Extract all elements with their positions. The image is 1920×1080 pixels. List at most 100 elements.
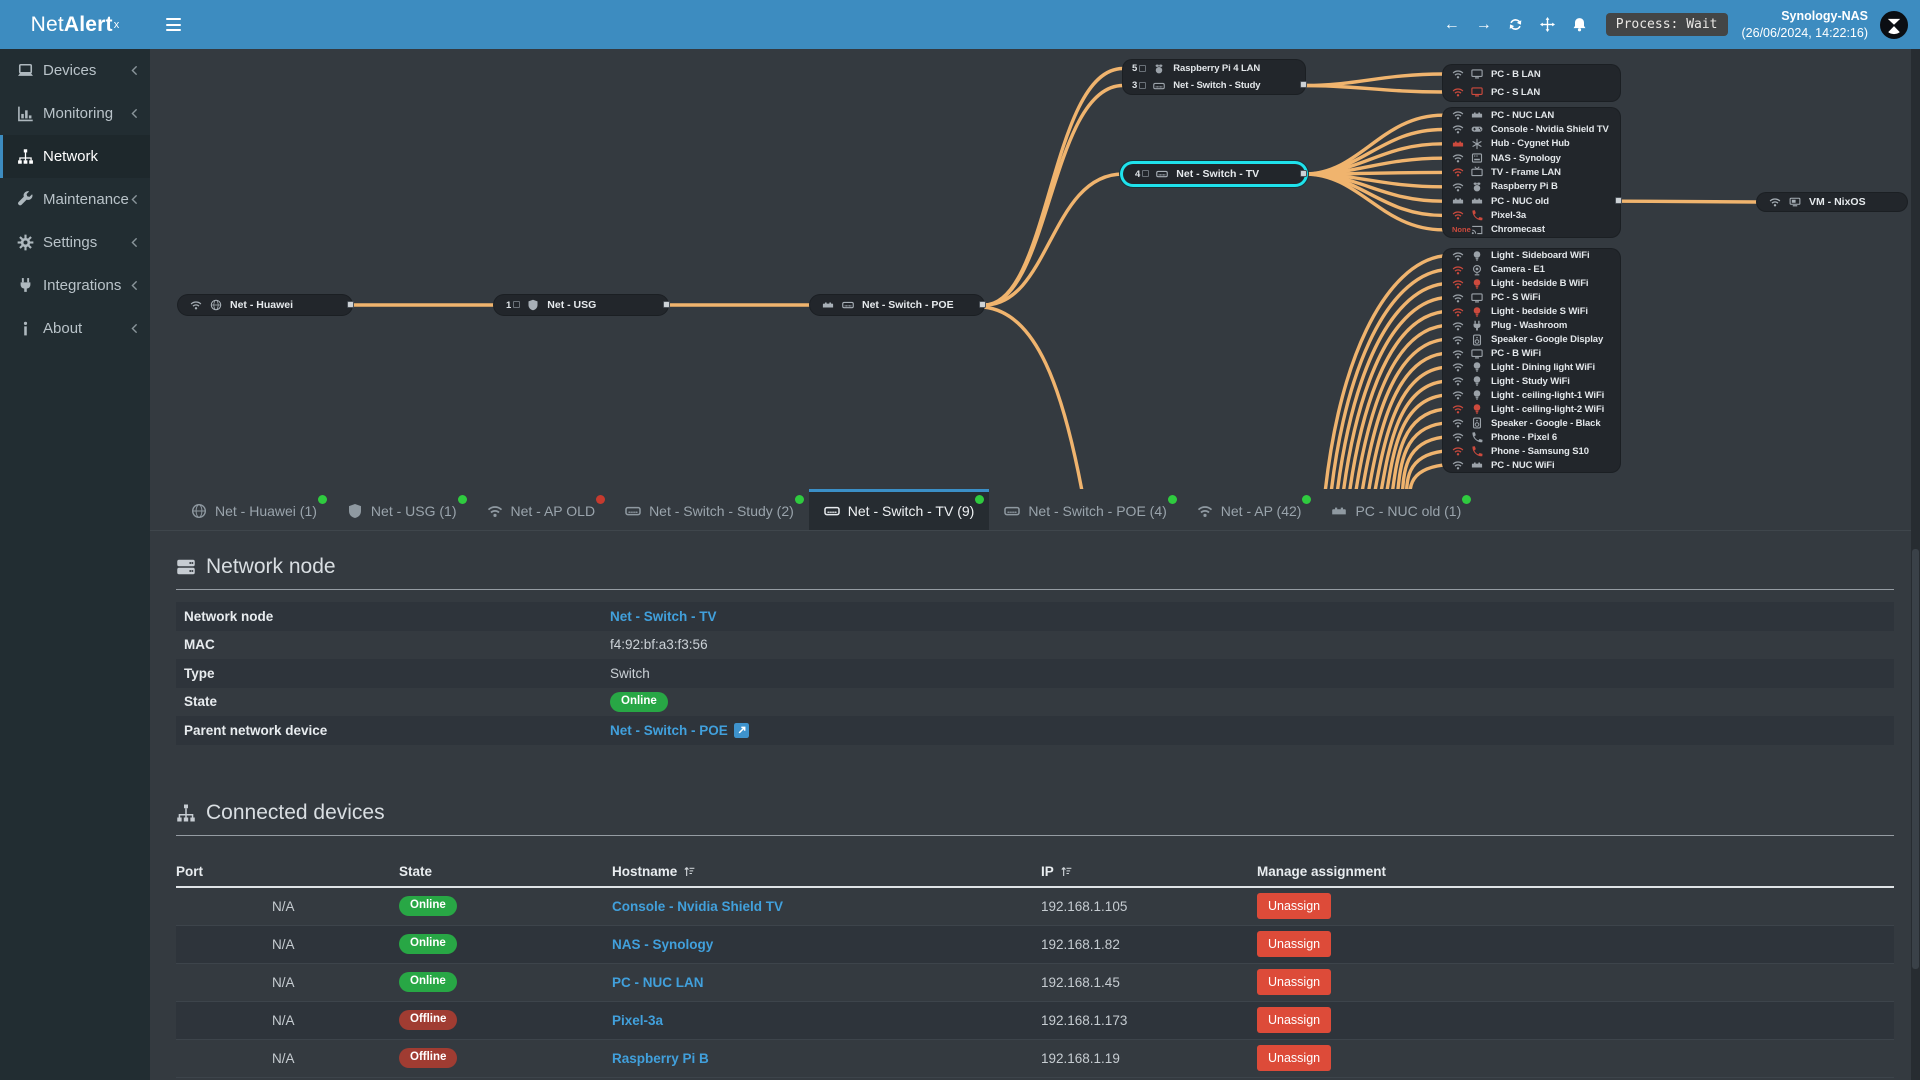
topology-device-row[interactable]: Phone - Samsung S10 xyxy=(1443,444,1620,458)
topology-device-row[interactable]: Raspberry Pi B xyxy=(1443,180,1620,194)
external-link-icon[interactable] xyxy=(734,723,749,738)
topology-device-row[interactable]: PC - B WiFi xyxy=(1443,347,1620,361)
sidebar-item-devices[interactable]: Devices xyxy=(0,49,150,92)
process-status-badge[interactable]: Process: Wait xyxy=(1605,13,1728,36)
table-row: N/A Offline Pixel-3a 192.168.1.173 Unass… xyxy=(176,1001,1894,1040)
topology-node-poe[interactable]: Net - Switch - POE xyxy=(810,295,984,315)
tab-pc-nuc-old-1-[interactable]: PC - NUC old (1) xyxy=(1316,489,1476,530)
topology-node-vm[interactable]: VM - NixOS xyxy=(1757,193,1907,211)
topology-device-row[interactable]: PC - NUC old xyxy=(1443,194,1620,208)
table-row: N/A Online PC - NUC LAN 192.168.1.45 Una… xyxy=(176,964,1894,1002)
hostname-link[interactable]: Pixel-3a xyxy=(612,1012,664,1028)
topology-device-row[interactable]: PC - S WiFi xyxy=(1443,291,1620,305)
topology-device-row[interactable]: PC - B LAN xyxy=(1443,65,1620,83)
refresh-icon[interactable] xyxy=(1500,0,1532,49)
tab-net-switch-tv-9-[interactable]: Net - Switch - TV (9) xyxy=(808,489,990,530)
topology-device-row[interactable]: Light - bedside B WiFi xyxy=(1443,277,1620,291)
topology-device-row[interactable]: Speaker - Google - Black xyxy=(1443,416,1620,430)
eth-icon xyxy=(1471,459,1483,471)
nav-back-button[interactable]: ← xyxy=(1443,15,1460,33)
topology-device-row[interactable]: Camera - E1 xyxy=(1443,263,1620,277)
tab-net-switch-study-2-[interactable]: Net - Switch - Study (2) xyxy=(610,489,809,530)
topology-node-tv[interactable]: 4 Net - Switch - TV xyxy=(1123,164,1305,184)
sidebar-toggle-button[interactable] xyxy=(150,0,196,49)
column-header-hostname[interactable]: Hostname xyxy=(612,864,1041,879)
tab-net-ap-old[interactable]: Net - AP OLD xyxy=(472,489,611,530)
sidebar-item-maintenance[interactable]: Maintenance xyxy=(0,178,150,221)
wifi-icon xyxy=(1452,86,1464,98)
device-label: PC - NUC old xyxy=(1491,195,1549,207)
tab-net-huawei-1-[interactable]: Net - Huawei (1) xyxy=(176,489,332,530)
sidebar-item-network[interactable]: Network xyxy=(0,135,150,178)
topology-device-row[interactable]: Console - Nvidia Shield TV xyxy=(1443,122,1620,136)
device-label: Phone - Pixel 6 xyxy=(1491,431,1558,443)
page-scrollbar[interactable] xyxy=(1911,49,1920,1080)
topology-device-row[interactable]: None Chromecast xyxy=(1443,223,1620,237)
unassign-button[interactable]: Unassign xyxy=(1257,1007,1332,1033)
parent-node-link[interactable]: Net - Switch - POE xyxy=(610,722,728,738)
hostname-link[interactable]: Raspberry Pi B xyxy=(612,1050,709,1066)
cell-ip: 192.168.1.173 xyxy=(1041,1012,1128,1028)
status-dot-green xyxy=(457,495,467,504)
wifi-icon xyxy=(1452,417,1464,429)
topology-device-row[interactable]: PC - NUC LAN xyxy=(1443,108,1620,122)
plug-icon xyxy=(1471,320,1483,332)
topology-device-row[interactable]: Hub - Cygnet Hub xyxy=(1443,137,1620,151)
nav-forward-button[interactable]: → xyxy=(1475,15,1492,33)
tab-net-ap-42-[interactable]: Net - AP (42) xyxy=(1182,489,1317,530)
topology-device-row[interactable]: Light - ceiling-light-2 WiFi xyxy=(1443,402,1620,416)
hostname-link[interactable]: Console - Nvidia Shield TV xyxy=(612,898,784,914)
host-name: Synology-NAS xyxy=(1781,9,1868,24)
tab-net-usg-1-[interactable]: Net - USG (1) xyxy=(332,489,472,530)
move-icon[interactable] xyxy=(1532,0,1564,49)
unassign-button[interactable]: Unassign xyxy=(1257,931,1332,957)
device-label: PC - NUC WiFi xyxy=(1491,459,1555,471)
eth-icon xyxy=(1471,195,1483,207)
state-badge: Online xyxy=(399,934,457,954)
topology-device-row[interactable]: PC - S LAN xyxy=(1443,83,1620,101)
topology-device-row[interactable]: Light - Study WiFi xyxy=(1443,374,1620,388)
device-label: Raspberry Pi 4 LAN xyxy=(1173,63,1261,74)
topology-device-row[interactable]: Speaker - Google Display xyxy=(1443,333,1620,347)
tab-net-switch-poe-4-[interactable]: Net - Switch - POE (4) xyxy=(989,489,1181,530)
node-link[interactable]: Net - Switch - TV xyxy=(610,608,717,624)
detail-label: Type xyxy=(184,665,215,681)
bell-icon[interactable] xyxy=(1564,0,1596,49)
topology-device-row[interactable]: 5 Raspberry Pi 4 LAN xyxy=(1123,60,1305,77)
user-avatar[interactable] xyxy=(1880,10,1908,39)
sidebar-item-label: Integrations xyxy=(43,277,122,294)
topology-device-row[interactable]: Light - ceiling-light-1 WiFi xyxy=(1443,388,1620,402)
connected-devices-heading: Connected devices xyxy=(176,801,1894,825)
topology-device-row[interactable]: Plug - Washroom xyxy=(1443,319,1620,333)
unassign-button[interactable]: Unassign xyxy=(1257,1045,1332,1071)
sidebar-item-about[interactable]: About xyxy=(0,307,150,350)
unassign-button[interactable]: Unassign xyxy=(1257,893,1332,919)
topology-device-row[interactable]: Light - bedside S WiFi xyxy=(1443,305,1620,319)
wifi-icon xyxy=(1452,109,1464,121)
cell-port: N/A xyxy=(272,898,295,914)
topology-device-row[interactable]: Pixel-3a xyxy=(1443,208,1620,222)
topology-device-row[interactable]: 3 Net - Switch - Study xyxy=(1123,77,1305,94)
app-logo[interactable]: Net Alert x xyxy=(30,12,120,36)
topology-device-row[interactable]: Light - Sideboard WiFi xyxy=(1443,249,1620,263)
topology-device-row[interactable]: Light - Dining light WiFi xyxy=(1443,361,1620,375)
topology-device-row[interactable]: Phone - Pixel 6 xyxy=(1443,430,1620,444)
wifi-icon xyxy=(1452,123,1464,135)
topology-device-row[interactable]: TV - Frame LAN xyxy=(1443,165,1620,179)
sidebar-item-integrations[interactable]: Integrations xyxy=(0,264,150,307)
device-label: Raspberry Pi B xyxy=(1491,181,1558,193)
hostname-link[interactable]: PC - NUC LAN xyxy=(612,974,704,990)
chevron-left-icon xyxy=(129,108,140,119)
hostname-link[interactable]: NAS - Synology xyxy=(612,936,714,952)
table-row: N/A Offline Raspberry Pi B 192.168.1.19 … xyxy=(176,1040,1894,1078)
topology-node-huawei[interactable]: Net - Huawei xyxy=(178,295,352,315)
topology-device-row[interactable]: NAS - Synology xyxy=(1443,151,1620,165)
column-header-ip[interactable]: IP xyxy=(1041,864,1257,879)
node-connector xyxy=(979,300,986,308)
status-dot-green xyxy=(317,495,327,504)
unassign-button[interactable]: Unassign xyxy=(1257,969,1332,995)
topology-device-row[interactable]: PC - NUC WiFi xyxy=(1443,458,1620,472)
sidebar-item-monitoring[interactable]: Monitoring xyxy=(0,92,150,135)
sidebar-item-settings[interactable]: Settings xyxy=(0,221,150,264)
topology-node-usg[interactable]: 1 Net - USG xyxy=(494,295,668,315)
